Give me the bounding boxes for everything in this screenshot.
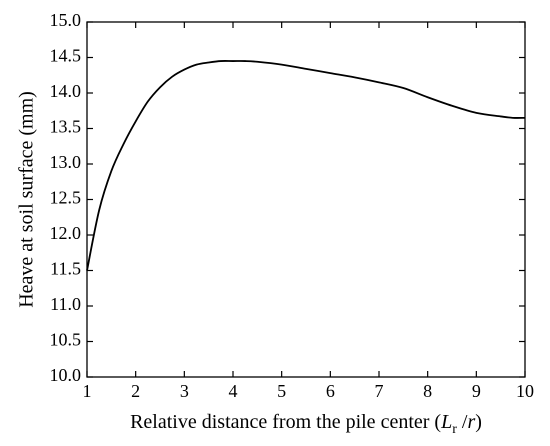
y-ticks: 10.0 10.5 11.0 11.5 12.0 12.5 13.0 13.5 14.0 14.5… — [50, 10, 525, 385]
y-tick-label: 15.0 — [50, 10, 82, 30]
y-tick-label: 13.0 — [50, 152, 82, 172]
x-tick-label: 8 — [423, 381, 432, 401]
y-tick-label: 14.5 — [50, 46, 82, 66]
x-axis-title-sep: / — [457, 411, 468, 433]
y-axis-title: Heave at soil surface (mm) — [16, 91, 38, 308]
y-tick-label: 13.5 — [50, 117, 82, 137]
x-ticks: 1 2 3 4 5 6 7 8 9 10 — [83, 22, 534, 401]
y-tick-label: 12.0 — [50, 223, 82, 243]
y-tick-label: 14.0 — [50, 81, 82, 101]
x-tick-label: 2 — [131, 381, 140, 401]
x-tick-label: 7 — [375, 381, 384, 401]
plot-frame — [86, 21, 526, 378]
series-layer — [86, 60, 526, 271]
series-line — [86, 60, 526, 271]
x-tick-label: 5 — [277, 381, 286, 401]
x-tick-label: 4 — [229, 381, 238, 401]
x-axis-title-var-r: r — [467, 411, 475, 433]
x-tick-label: 3 — [180, 381, 189, 401]
y-tick-label: 10.0 — [50, 365, 82, 385]
y-tick-label: 10.5 — [50, 330, 82, 350]
x-axis-title-close: ) — [475, 411, 482, 433]
x-axis-title-var-l: L — [440, 411, 452, 433]
y-tick-label: 11.0 — [50, 294, 81, 314]
x-axis-title-sub-r: r — [452, 422, 457, 437]
y-tick-label: 12.5 — [50, 188, 82, 208]
x-tick-label: 1 — [83, 381, 92, 401]
y-tick-label: 11.5 — [50, 259, 81, 279]
x-tick-label: 6 — [326, 381, 335, 401]
x-axis-title-text: Relative distance from the pile center ( — [130, 411, 441, 433]
x-tick-label: 9 — [472, 381, 481, 401]
x-tick-label: 10 — [516, 381, 534, 401]
x-axis-title: Relative distance from the pile center (… — [130, 411, 482, 437]
